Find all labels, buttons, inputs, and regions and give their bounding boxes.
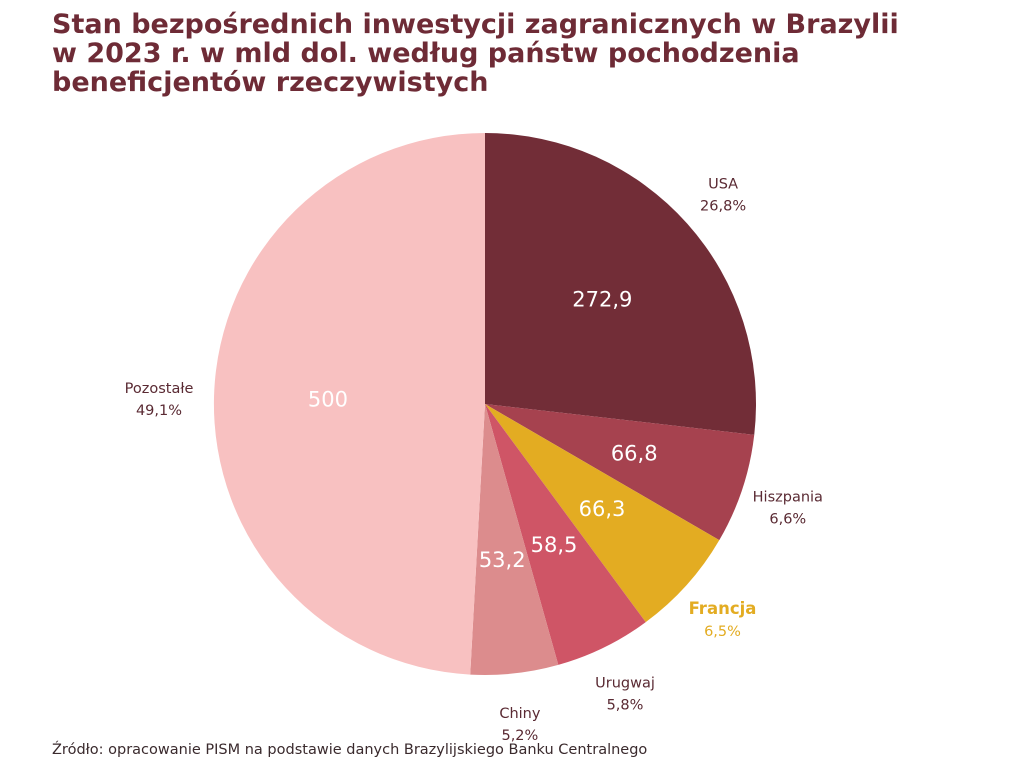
pie-slice-pozostale bbox=[213, 133, 485, 675]
percent-label-hiszpania: 6,6% bbox=[769, 511, 806, 527]
category-label-francja: Francja bbox=[689, 599, 757, 618]
category-labels: USA 26,8% Hiszpania 6,6% Francja 6,5% Urugwaj 5… bbox=[125, 177, 823, 744]
pie-slice-francja bbox=[485, 404, 720, 623]
value-labels: 272,9 66,8 66,358,553,2 500 bbox=[308, 287, 658, 572]
category-label-urugwaj: Urugwaj bbox=[595, 676, 655, 692]
value-label-chiny: 53,2 bbox=[479, 548, 526, 572]
pie-slices bbox=[213, 133, 757, 676]
category-label-chiny: Chiny bbox=[499, 706, 541, 722]
pie-slice-urugwaj bbox=[485, 404, 646, 665]
percent-label-chiny: 5,2% bbox=[501, 728, 538, 744]
percent-label-usa: 26,8% bbox=[700, 199, 746, 215]
category-label-usa: USA bbox=[708, 177, 738, 193]
category-label-pozostale: Pozostałe bbox=[125, 381, 194, 397]
value-label-urugwaj: 58,5 bbox=[531, 533, 578, 557]
percent-label-pozostale: 49,1% bbox=[136, 403, 182, 419]
category-label-hiszpania: Hiszpania bbox=[753, 489, 823, 505]
percent-label-urugwaj: 5,8% bbox=[607, 698, 644, 714]
value-label-pozostale: 500 bbox=[308, 388, 348, 412]
pie-slice-hiszpania bbox=[485, 404, 755, 541]
title-line-2: w 2023 r. w mld dol. według państw pocho… bbox=[52, 38, 800, 69]
value-label-usa: 272,9 bbox=[572, 287, 632, 311]
pie-slice-usa bbox=[485, 133, 757, 435]
value-label-francja: 66,3 bbox=[579, 497, 626, 521]
percent-label-francja: 6,5% bbox=[704, 624, 741, 640]
value-label-hiszpania: 66,8 bbox=[611, 442, 658, 466]
title-line-3: beneficjentów rzeczywistych bbox=[52, 67, 489, 98]
title-line-1: Stan bezpośrednich inwestycji zagraniczn… bbox=[52, 9, 899, 40]
chart-title: Stan bezpośrednich inwestycji zagraniczn… bbox=[52, 10, 952, 97]
pie-slice-chiny bbox=[470, 404, 559, 676]
source-note: Źródło: opracowanie PISM na podstawie da… bbox=[52, 742, 648, 758]
